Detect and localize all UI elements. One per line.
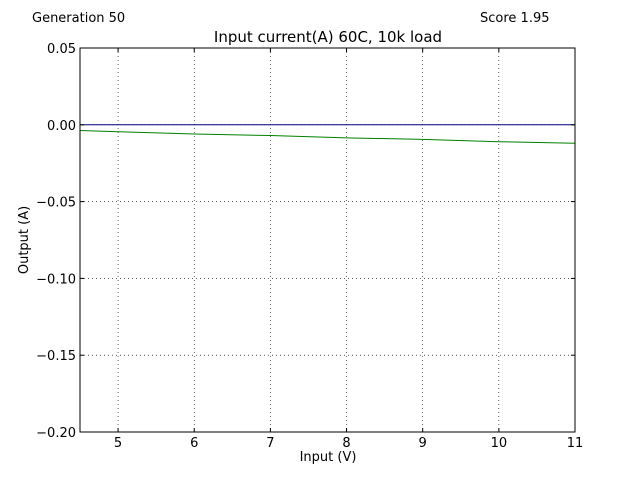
- y-tick-label: −0.20: [36, 426, 76, 441]
- y-axis-label: Output (A): [17, 206, 32, 274]
- series-lines: [79, 124, 576, 144]
- x-tick-label: 11: [567, 436, 584, 451]
- generation-label: Generation 50: [32, 11, 126, 26]
- y-tick-label: 0.00: [47, 119, 76, 134]
- plot-frame: [79, 47, 576, 433]
- grid-lines: [80, 47, 576, 433]
- x-axis-label: Input (V): [300, 450, 357, 465]
- series-line: [79, 129, 576, 144]
- x-tick-label: 6: [190, 436, 198, 451]
- x-tick-label: 10: [491, 436, 508, 451]
- y-tick-label: 0.05: [47, 42, 76, 57]
- x-tick-label: 7: [266, 436, 274, 451]
- axis-ticks: [80, 47, 576, 433]
- tick-labels: 5 6 7 8 9 10 11 0.05 0.00 −0.05 −0.10 −0.15 −0.20: [36, 42, 583, 451]
- y-tick-label: −0.05: [36, 196, 76, 211]
- score-label: Score 1.95: [480, 11, 550, 26]
- chart-title: Input current(A) 60C, 10k load: [214, 28, 442, 46]
- y-tick-label: −0.15: [36, 349, 76, 364]
- x-tick-label: 9: [419, 436, 427, 451]
- x-tick-label: 5: [114, 436, 122, 451]
- y-tick-label: −0.10: [36, 272, 76, 287]
- x-tick-label: 8: [342, 436, 350, 451]
